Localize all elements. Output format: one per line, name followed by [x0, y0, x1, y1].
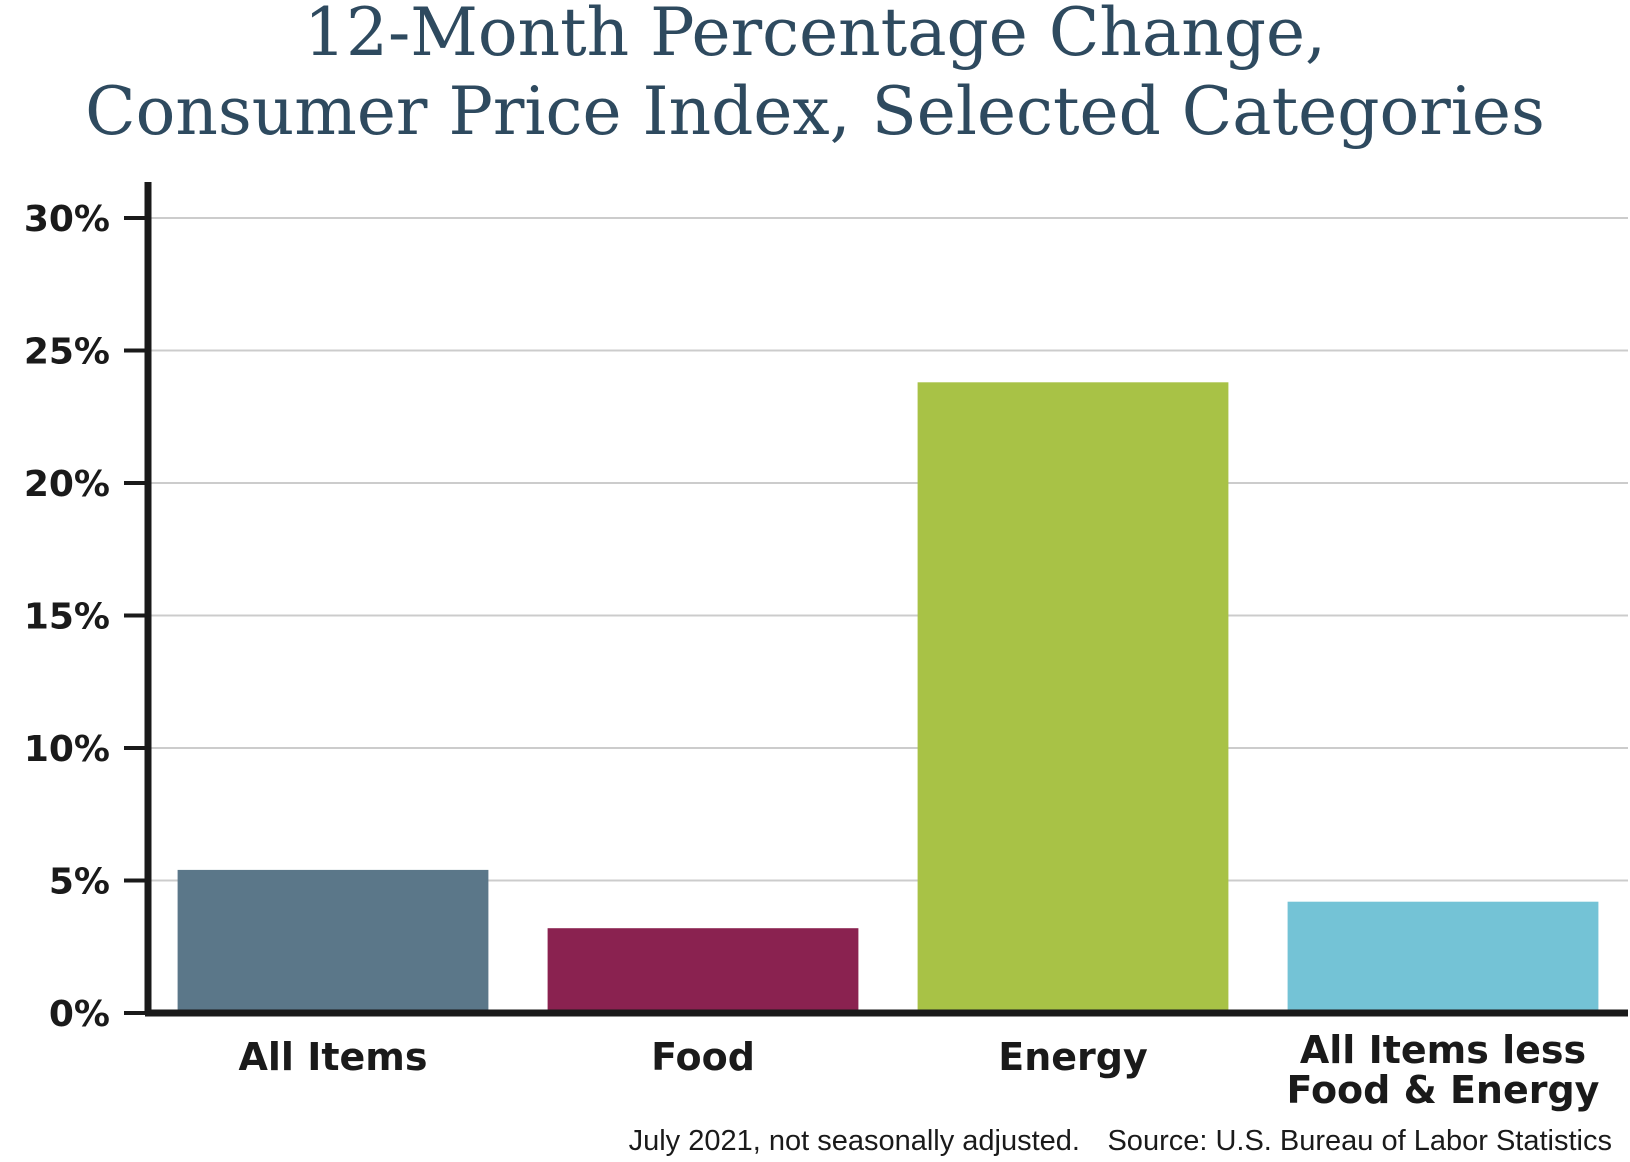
y-tick-label: 20%	[24, 464, 110, 505]
bar	[177, 869, 489, 1013]
y-tick-label: 15%	[24, 597, 110, 638]
bar	[917, 382, 1229, 1013]
y-tick-label: 10%	[24, 729, 110, 770]
footnote-note: July 2021, not seasonally adjusted.	[629, 1125, 1080, 1157]
x-category-label: All Items less Food & Energy	[1287, 1028, 1600, 1112]
y-tick-label: 0%	[49, 994, 110, 1035]
bars	[177, 382, 1599, 1013]
chart-title: 12-Month Percentage Change,	[304, 0, 1326, 71]
x-category-labels: All Items Food Energy All Items less Food & …	[239, 1028, 1600, 1112]
axes	[124, 182, 1628, 1017]
chart-subtitle: Consumer Price Index, Selected Categorie…	[85, 73, 1545, 150]
bar	[547, 928, 859, 1013]
y-tick-label: 5%	[49, 862, 110, 903]
x-category-label: Food	[651, 1035, 755, 1079]
x-category-label: All Items	[239, 1035, 428, 1079]
gridlines	[148, 217, 1628, 882]
x-category-label: Energy	[998, 1035, 1148, 1079]
y-tick-label: 30%	[24, 199, 110, 240]
footnote-source: Source: U.S. Bureau of Labor Statistics	[1107, 1125, 1612, 1157]
bar	[1287, 901, 1599, 1013]
y-tick-labels: 0% 5% 10% 15% 20% 25% 30%	[24, 199, 110, 1035]
y-tick-label: 25%	[24, 332, 110, 373]
